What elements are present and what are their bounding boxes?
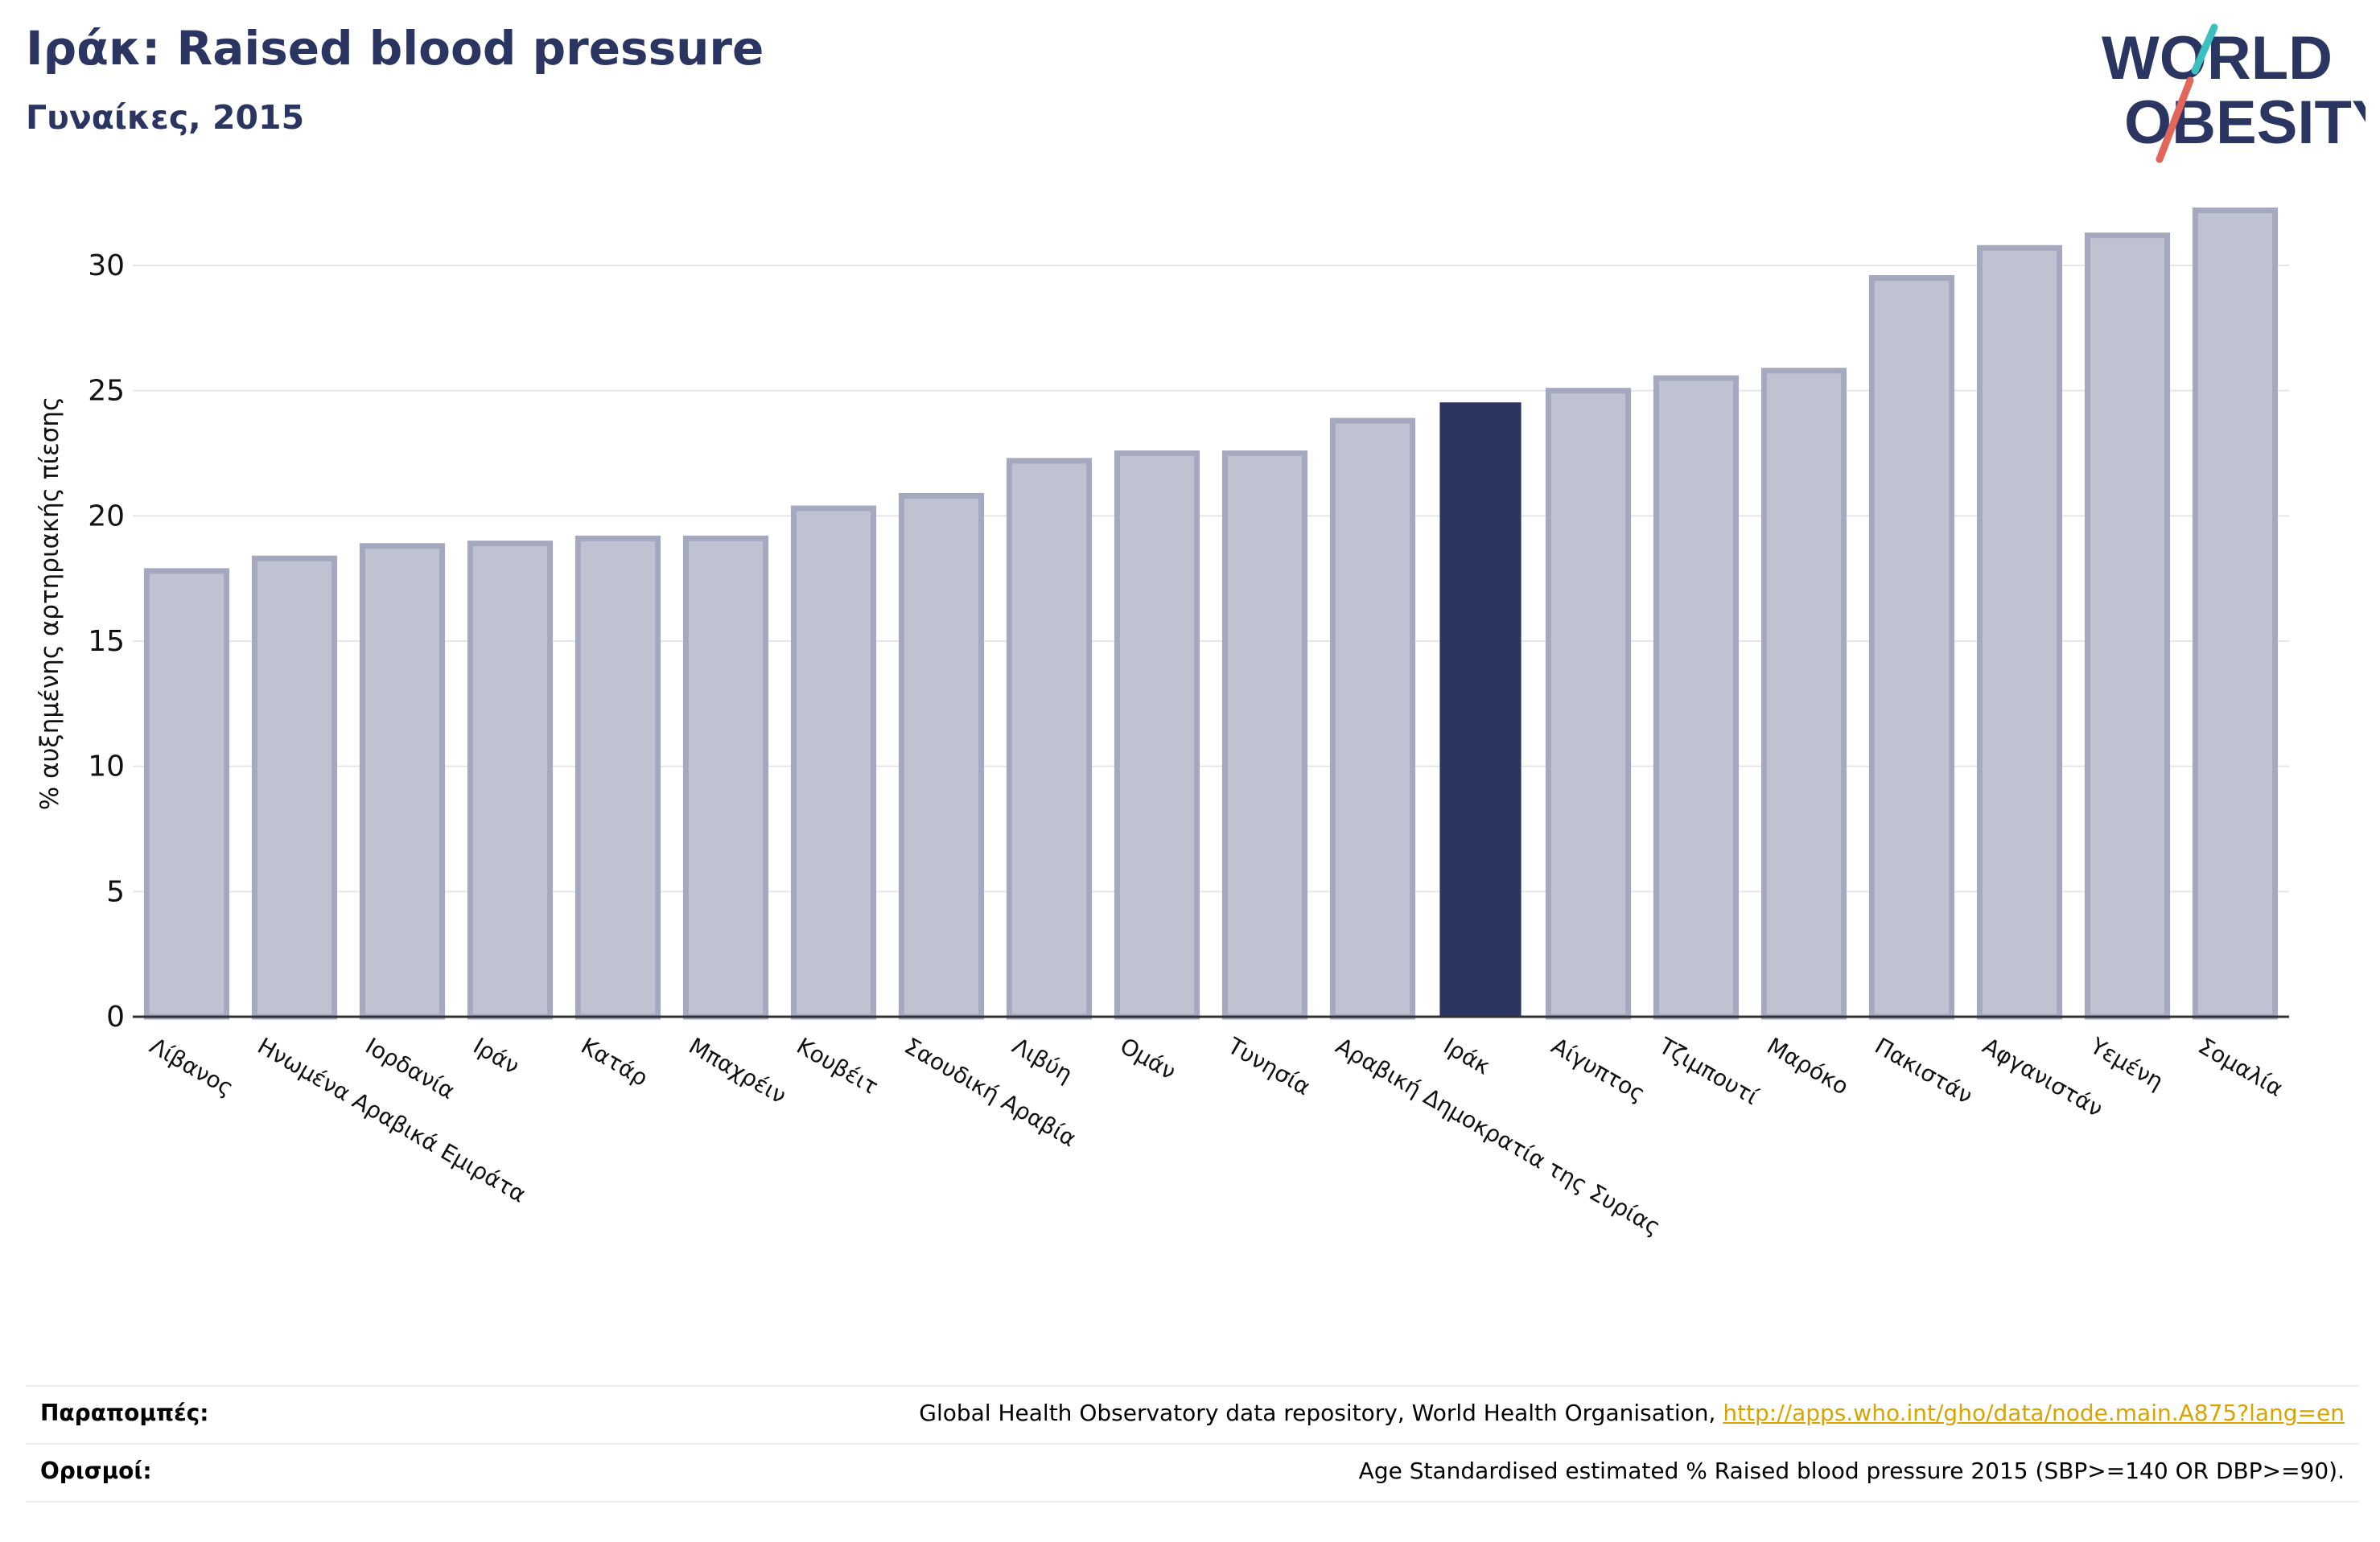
y-axis-label: % αυξημένης αρτηριακής πίεσης — [35, 397, 64, 811]
x-tick-label: Κουβέιτ — [793, 1032, 883, 1100]
footer-references-row: Παραπομπές: Global Health Observatory da… — [26, 1400, 2359, 1435]
x-tick-label: Ιράν — [469, 1032, 525, 1079]
x-tick-label: Ιράκ — [1439, 1032, 1495, 1079]
x-tick-label: Ιορδανία — [361, 1032, 459, 1104]
world-obesity-logo: WORLD OBESITY — [2102, 23, 2366, 163]
footer-divider-bottom — [26, 1501, 2359, 1503]
x-tick-label: Μπαχρέιν — [685, 1032, 791, 1108]
bar — [1439, 402, 1521, 1018]
y-tick-label: 25 — [88, 375, 125, 408]
bar — [251, 555, 338, 1020]
bar — [790, 505, 877, 1020]
references-text-wrap: Global Health Observatory data repositor… — [919, 1400, 2345, 1426]
x-tick-label: Σομαλία — [2194, 1032, 2288, 1101]
bar — [1868, 275, 1955, 1020]
bar — [1976, 245, 2063, 1020]
x-tick-label: Αίγυπτος — [1547, 1032, 1650, 1107]
bar — [898, 492, 985, 1020]
footer-divider-top — [26, 1385, 2359, 1387]
footer-definitions-row: Ορισμοί: Age Standardised estimated % Ra… — [26, 1458, 2359, 1493]
bar — [359, 543, 446, 1020]
x-tick-label: Πακιστάν — [1871, 1032, 1978, 1109]
definitions-label: Ορισμοί: — [40, 1458, 152, 1484]
y-tick-label: 5 — [106, 875, 125, 908]
bar-chart: 0 5 10 15 20 25 30 % αυξημένης αρτηριακής πίεση… — [35, 208, 2289, 1240]
references-label: Παραπομπές: — [40, 1400, 209, 1426]
bar — [1114, 450, 1200, 1020]
y-tick-label: 15 — [88, 625, 125, 658]
y-tick-label: 20 — [88, 500, 125, 533]
bar — [1760, 368, 1847, 1020]
logo-slash-teal — [2191, 23, 2218, 75]
chart-subtitle: Γυναίκες, 2015 — [26, 98, 305, 137]
references-link[interactable]: http://apps.who.int/gho/data/node.main.A… — [1723, 1400, 2345, 1426]
y-tick-label: 0 — [106, 1001, 125, 1034]
x-tick-label: Αφγανιστάν — [1979, 1032, 2108, 1122]
logo-slash-red — [2156, 76, 2194, 163]
x-tick-label: Τζιμπουτί — [1654, 1032, 1764, 1110]
x-tick-label: Κατάρ — [577, 1032, 653, 1092]
bar — [682, 535, 769, 1020]
y-tick-label: 10 — [88, 750, 125, 783]
bar — [1221, 450, 1308, 1020]
bar — [1006, 458, 1093, 1020]
x-tick-label: Λίβανος — [146, 1032, 238, 1101]
bar — [1653, 375, 1740, 1020]
bar — [574, 535, 661, 1020]
x-tick-label: Λιβύη — [1008, 1032, 1077, 1088]
bar — [2084, 232, 2171, 1020]
bar — [1329, 417, 1416, 1020]
bar — [143, 568, 230, 1020]
x-tick-label: Τυνησία — [1223, 1032, 1316, 1100]
footer-divider-middle — [26, 1443, 2359, 1445]
x-tick-label: Υεμένη — [2086, 1032, 2168, 1095]
bar — [2192, 208, 2279, 1020]
references-text: Global Health Observatory data repositor… — [919, 1400, 1723, 1426]
bar — [1545, 388, 1632, 1020]
y-tick-label: 30 — [88, 249, 125, 282]
bar — [467, 541, 554, 1020]
logo-text-world: WORLD — [2102, 24, 2333, 93]
chart-title: Ιράκ: Raised blood pressure — [26, 21, 764, 76]
x-tick-label: Μαρόκο — [1763, 1032, 1854, 1100]
definitions-text: Age Standardised estimated % Raised bloo… — [1358, 1458, 2345, 1484]
x-tick-label: Ομάν — [1116, 1032, 1181, 1085]
